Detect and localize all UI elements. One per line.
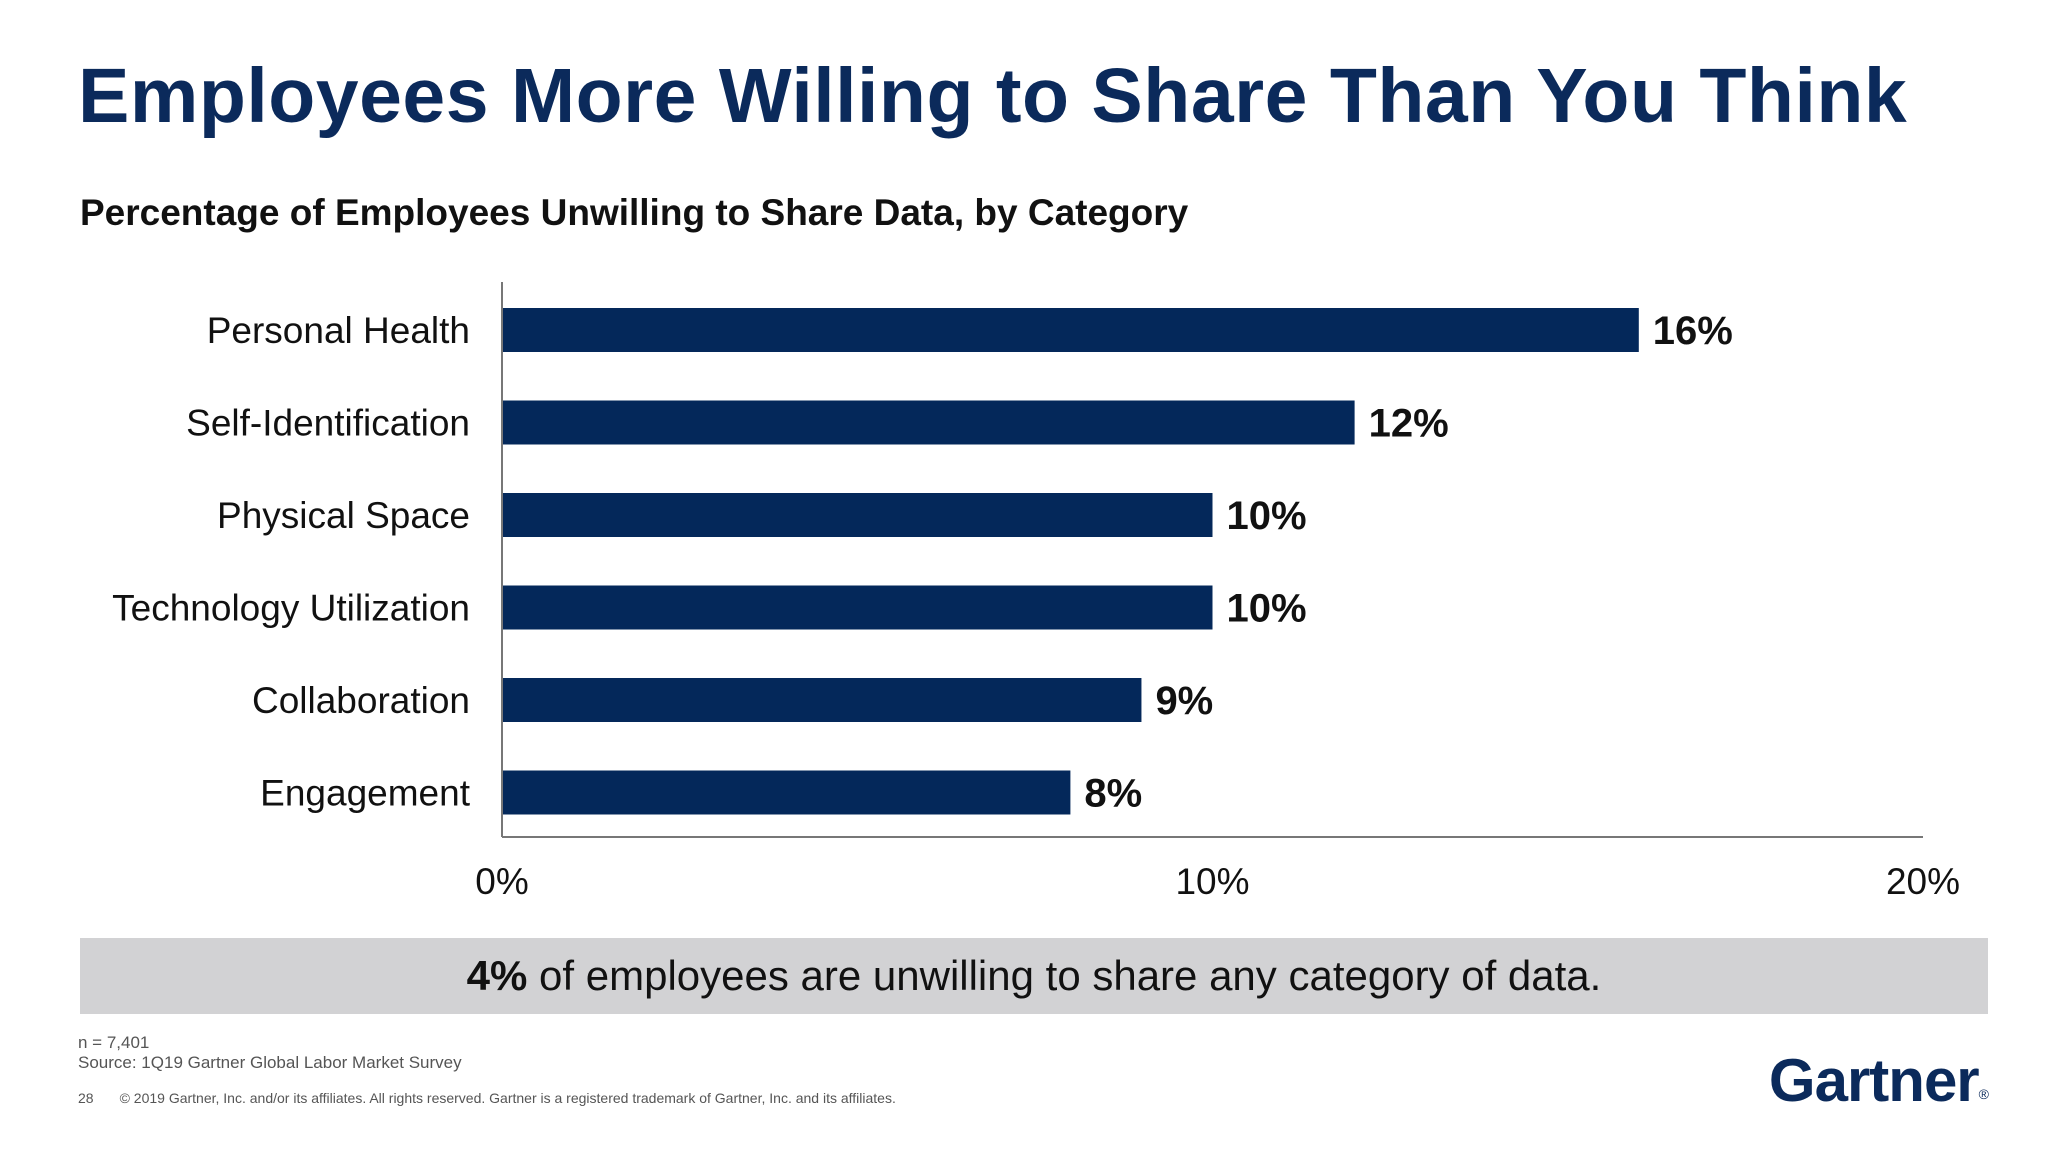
category-label-physical-space: Physical Space: [217, 495, 470, 536]
category-label-self-identification: Self-Identification: [186, 403, 470, 444]
bars-layer: Personal Health 16% Self-Identification 12%…: [112, 308, 1733, 816]
callout-text: of employees are unwilling to share any …: [527, 952, 1602, 999]
data-label-personal-health: 16%: [1653, 309, 1733, 353]
bar-technology-utilization: [503, 585, 1213, 630]
callout-highlight: 4%: [466, 952, 528, 999]
bar-personal-health: [503, 308, 1639, 352]
sample-size-note: n = 7,401: [78, 1033, 150, 1052]
x-tick-label: 10%: [1175, 861, 1249, 902]
callout-box: 4% of employees are unwilling to share a…: [80, 938, 1988, 1014]
bar-engagement: [503, 770, 1071, 815]
copyright-line: 28 © 2019 Gartner, Inc. and/or its affili…: [78, 1090, 896, 1106]
logo-text: Gartner: [1768, 1047, 1980, 1114]
category-label-personal-health: Personal Health: [207, 310, 470, 351]
data-label-collaboration: 9%: [1155, 679, 1213, 723]
x-tick-label: 0%: [475, 861, 528, 902]
data-label-engagement: 8%: [1084, 772, 1142, 816]
category-label-technology-utilization: Technology Utilization: [112, 588, 470, 629]
source-note: Source: 1Q19 Gartner Global Labor Market…: [78, 1053, 462, 1072]
data-label-self-identification: 12%: [1369, 402, 1449, 446]
category-label-engagement: Engagement: [260, 773, 471, 814]
bar-chart: Personal Health 16% Self-Identification 12%…: [112, 282, 1960, 902]
bar-physical-space: [503, 493, 1213, 537]
x-tick-label: 20%: [1886, 861, 1960, 902]
chart-subtitle: Percentage of Employees Unwilling to Sha…: [80, 192, 1189, 233]
page-number: 28: [78, 1090, 94, 1106]
data-label-physical-space: 10%: [1227, 494, 1307, 538]
bar-self-identification: [503, 400, 1355, 445]
bar-collaboration: [503, 678, 1142, 722]
gartner-logo: Gartner®: [1768, 1046, 1989, 1115]
data-label-technology-utilization: 10%: [1227, 587, 1307, 631]
copyright-text: © 2019 Gartner, Inc. and/or its affiliat…: [119, 1090, 896, 1106]
slide-title: Employees More Willing to Share Than You…: [78, 53, 1908, 139]
logo-registered-mark: ®: [1978, 1086, 1989, 1102]
category-label-collaboration: Collaboration: [252, 680, 470, 721]
x-ticks-layer: 0% 10% 20%: [475, 861, 1960, 902]
